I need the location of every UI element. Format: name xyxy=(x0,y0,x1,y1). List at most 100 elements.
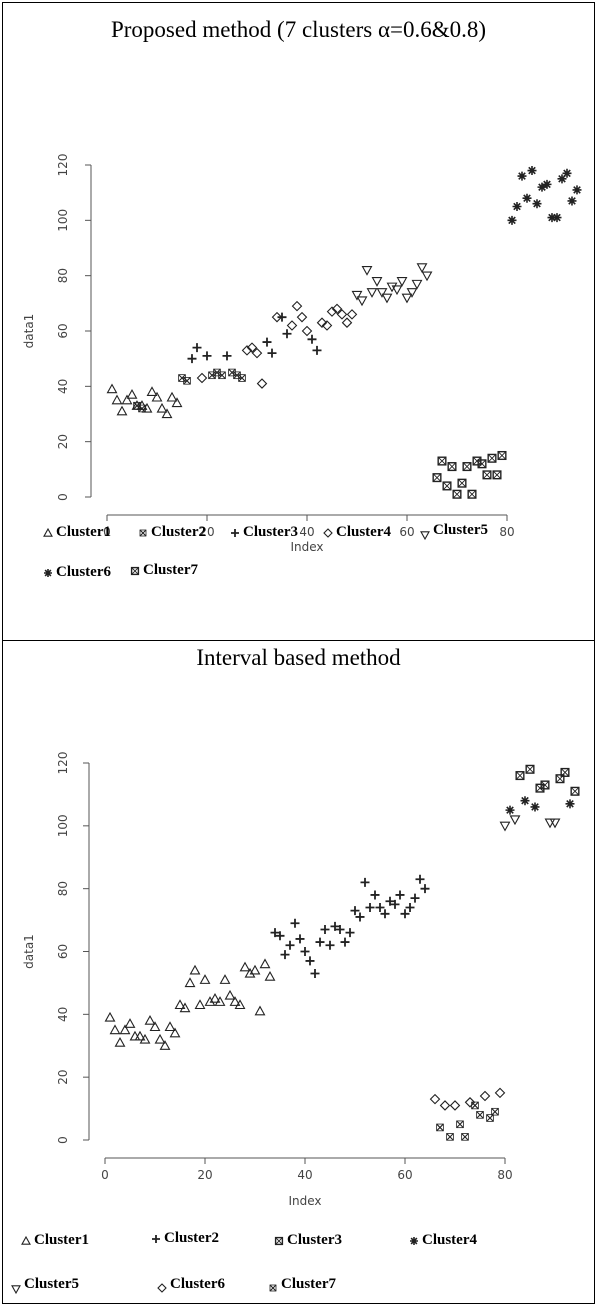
data-point xyxy=(525,764,535,774)
data-point xyxy=(199,974,211,984)
data-point xyxy=(476,1111,484,1119)
data-point xyxy=(139,1033,151,1044)
x-axis: 0 20 40 60 80 Index xyxy=(103,514,515,554)
data-point xyxy=(295,934,305,944)
data-point xyxy=(104,1011,116,1022)
data-point xyxy=(296,311,308,323)
data-point xyxy=(437,456,447,466)
data-point xyxy=(305,956,315,966)
panel-title: Proposed method (7 clusters α=0.6&0.8) xyxy=(110,17,487,42)
diamond-icon xyxy=(157,1283,167,1293)
data-point xyxy=(401,293,413,304)
data-point xyxy=(234,999,246,1010)
y-tick-label: 20 xyxy=(56,434,70,449)
data-point xyxy=(246,342,258,353)
data-point xyxy=(149,1021,161,1032)
data-point xyxy=(179,1002,191,1013)
square-cross-icon xyxy=(130,566,140,575)
series-cluster4 xyxy=(505,796,575,815)
panel-title: Interval based method xyxy=(196,645,401,670)
data-point xyxy=(482,470,492,480)
y-tick-label: 60 xyxy=(56,323,70,338)
legend-item-cluster1: Cluster1 xyxy=(21,1232,89,1249)
data-point xyxy=(239,961,251,972)
proposed-method-panel: Proposed method (7 clusters α=0.6&0.8) 0… xyxy=(2,2,595,642)
data-point xyxy=(494,1087,506,1099)
data-point xyxy=(204,996,216,1006)
plus-icon xyxy=(231,528,239,537)
data-point xyxy=(312,345,322,355)
legend-label: Cluster6 xyxy=(56,564,111,580)
data-point xyxy=(395,890,405,900)
triangle-up-icon xyxy=(43,527,53,537)
data-point xyxy=(156,402,168,413)
data-point xyxy=(331,303,343,315)
data-point xyxy=(109,1024,121,1035)
series-cluster2 xyxy=(133,368,246,413)
legend-label: Cluster3 xyxy=(287,1232,342,1248)
legend-item-cluster4: Cluster4 xyxy=(323,524,391,541)
data-point xyxy=(446,1133,454,1141)
data-point xyxy=(151,391,163,402)
data-point xyxy=(429,1093,441,1105)
legend-item-cluster7: Cluster7 xyxy=(268,1275,336,1293)
data-point xyxy=(219,974,231,984)
data-point xyxy=(106,383,118,394)
data-point xyxy=(214,996,226,1006)
series-cluster5 xyxy=(499,815,561,832)
legend-label: Cluster1 xyxy=(34,1232,89,1248)
data-point xyxy=(411,279,423,290)
proposed-method-scatter-plot: 0 20 40 60 80 Index 0 20 40 60 80 100 120 data1 xyxy=(22,154,582,554)
data-point xyxy=(381,293,393,304)
data-point xyxy=(520,796,530,806)
data-point xyxy=(133,401,141,410)
data-point xyxy=(375,903,385,913)
x-tick-label: 20 xyxy=(199,525,214,539)
y-tick-label: 100 xyxy=(56,209,70,232)
y-tick-label: 80 xyxy=(56,881,70,896)
triangle-down-icon xyxy=(11,1285,21,1295)
data-point xyxy=(208,371,216,380)
plus-icon xyxy=(152,1234,160,1243)
data-point xyxy=(164,1021,176,1032)
x-axis-title: Index xyxy=(288,1194,321,1208)
x-tick-label: 20 xyxy=(197,1168,212,1182)
data-point xyxy=(282,329,292,339)
data-point xyxy=(254,1005,266,1016)
data-point xyxy=(515,771,525,781)
data-point xyxy=(244,967,256,978)
data-point xyxy=(477,459,487,469)
data-point xyxy=(169,1027,181,1038)
legend-item-cluster2: Cluster2 xyxy=(151,1230,219,1247)
legend-label: Cluster7 xyxy=(281,1275,336,1292)
data-point xyxy=(557,174,567,184)
data-point xyxy=(345,928,355,938)
y-tick-label: 40 xyxy=(56,379,70,394)
data-point xyxy=(336,309,348,320)
series-cluster6 xyxy=(429,1087,506,1111)
y-axis-title: data1 xyxy=(22,934,36,969)
data-point xyxy=(264,971,276,981)
asterisk-icon xyxy=(44,568,52,577)
data-point xyxy=(464,1097,476,1108)
data-point xyxy=(154,1033,166,1044)
data-point xyxy=(547,213,557,223)
series-cluster5 xyxy=(351,263,433,307)
data-point xyxy=(400,909,410,919)
series-cluster3 xyxy=(515,764,580,796)
data-point xyxy=(271,311,283,323)
data-point xyxy=(346,309,358,320)
data-point xyxy=(509,815,521,826)
y-tick-label: 120 xyxy=(56,752,70,775)
x-tick-label: 80 xyxy=(497,1168,512,1182)
data-point xyxy=(512,202,522,211)
data-point xyxy=(361,265,373,276)
data-point xyxy=(565,799,575,809)
y-tick-label: 120 xyxy=(56,154,70,177)
square-cross-icon xyxy=(274,1236,284,1245)
data-point xyxy=(420,884,430,894)
data-point xyxy=(530,802,540,812)
series-cluster1 xyxy=(104,958,276,1050)
data-point xyxy=(567,196,577,206)
y-tick-label: 100 xyxy=(56,814,70,837)
